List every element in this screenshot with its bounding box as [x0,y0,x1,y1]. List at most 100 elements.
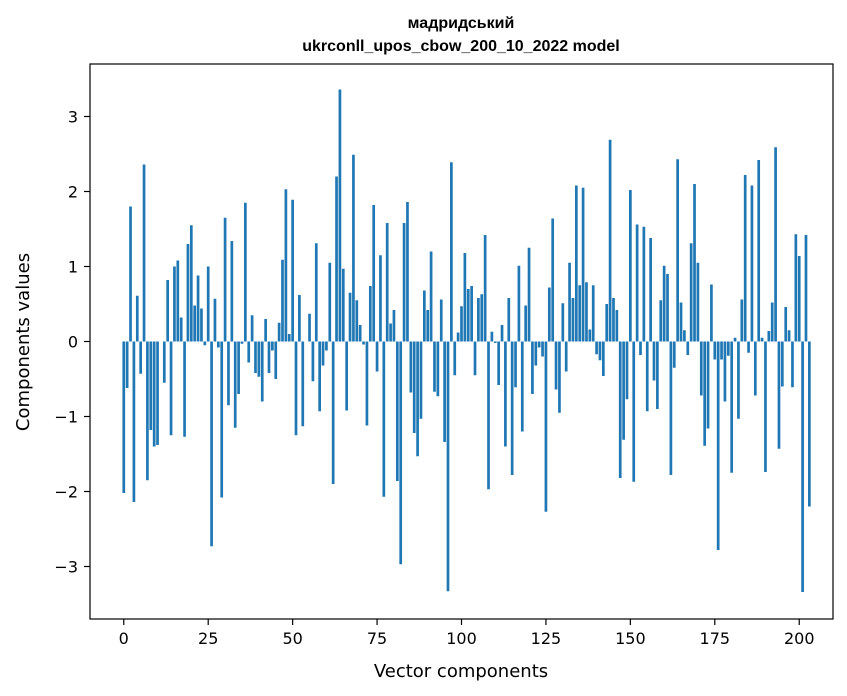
bar [588,329,592,342]
bar [720,341,723,360]
bar [703,341,707,446]
bar [456,332,460,342]
bar [571,298,575,342]
y-tick-label: −2 [54,483,78,502]
bar [473,341,477,376]
bar [412,341,416,433]
bar [716,341,720,550]
bar [740,299,744,342]
bar [260,341,264,402]
bar [487,341,490,490]
bar [568,262,571,342]
bar [395,341,399,481]
bar [750,185,754,342]
bar [760,337,764,342]
bar [672,341,676,368]
bar [797,256,801,342]
bar [274,341,278,379]
bar [527,247,531,342]
bar [176,260,180,342]
bar [206,266,210,342]
bar [389,323,392,342]
bar [375,341,379,372]
bar [345,341,349,411]
bar [804,235,808,342]
bar [416,341,419,457]
bar [625,341,629,400]
bar [726,341,730,356]
bar [666,274,669,342]
bar [767,331,771,342]
bar [450,162,453,342]
bar [524,305,528,342]
bar [352,154,355,342]
bar [629,190,632,342]
bar [554,341,558,390]
bar [689,243,693,342]
bar [581,187,585,342]
bar [392,310,396,342]
bar [679,302,683,342]
bar [223,217,227,342]
bar [463,253,467,342]
bar [558,341,561,413]
bar [372,205,376,342]
bar [328,262,332,342]
x-tick-label: 150 [615,629,646,648]
bar [264,319,267,342]
bar [399,341,403,565]
bar [325,341,328,351]
bar [510,341,514,475]
bar [368,286,372,342]
bar [757,160,761,342]
bar [230,241,234,342]
bar [385,223,389,342]
bar [784,307,788,342]
bar [632,341,636,482]
bar [318,341,321,412]
bar [203,341,207,346]
x-tick-label: 50 [282,629,302,648]
bar [429,251,433,342]
bar [787,330,791,342]
x-axis: 0 25 50 75 100 125 150 175 200 [119,619,815,648]
bar [362,341,365,345]
bar [311,341,315,382]
bar [321,341,325,366]
bar [466,289,470,342]
bar [656,341,659,409]
bar [132,341,136,502]
y-tick-label: −3 [54,558,78,577]
bar [493,341,497,343]
y-tick-label: −1 [54,408,78,427]
bar [173,266,176,342]
bar [379,255,382,342]
bar [301,341,305,427]
bar [152,341,156,447]
bar [287,334,291,342]
bar [186,244,190,342]
bar [291,199,294,342]
bar [504,341,507,447]
bar [446,341,450,592]
bar [335,176,338,342]
bar [426,310,430,342]
bar [561,303,565,342]
bar [257,341,261,377]
bar [662,265,666,342]
bar [477,298,480,342]
bar [615,310,619,342]
bar [271,341,274,351]
bar [277,322,281,342]
bar [652,341,656,381]
bar [669,341,673,475]
bar [713,341,717,360]
bar [227,341,230,406]
bar [298,295,301,342]
y-axis-label: Components values [13,253,34,431]
bar [733,337,737,342]
bar [122,341,126,493]
bar [250,315,254,342]
bar [618,341,622,478]
